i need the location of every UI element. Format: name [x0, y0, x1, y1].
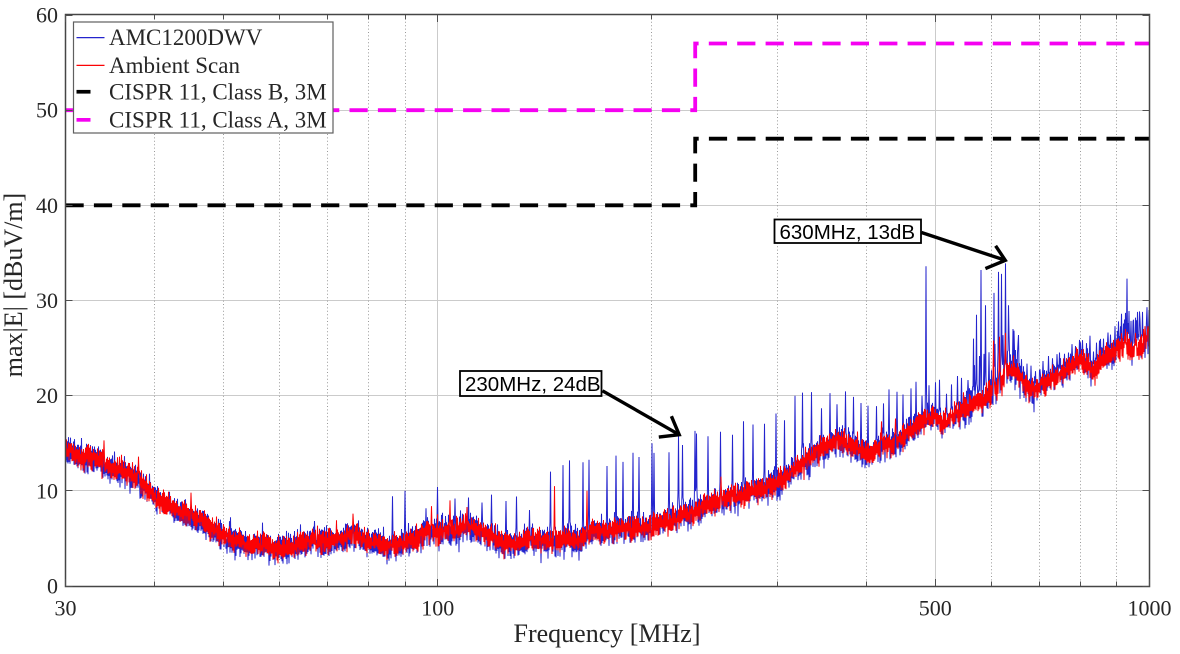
svg-text:Frequency [MHz]: Frequency [MHz]: [514, 619, 701, 648]
svg-text:500: 500: [919, 596, 952, 621]
svg-text:30: 30: [55, 596, 77, 621]
svg-text:230MHz, 24dB: 230MHz, 24dB: [465, 373, 601, 396]
svg-text:630MHz, 13dB: 630MHz, 13dB: [780, 221, 916, 244]
svg-text:60: 60: [36, 3, 58, 28]
svg-text:Ambient Scan: Ambient Scan: [109, 53, 240, 78]
svg-text:AMC1200DWV: AMC1200DWV: [109, 25, 263, 50]
svg-text:40: 40: [36, 193, 58, 218]
svg-text:max|E| [dBuV/m]: max|E| [dBuV/m]: [0, 193, 28, 377]
svg-text:30: 30: [36, 288, 58, 313]
svg-text:10: 10: [36, 478, 58, 503]
svg-text:CISPR 11, Class A, 3M: CISPR 11, Class A, 3M: [109, 108, 327, 133]
svg-text:100: 100: [421, 596, 454, 621]
svg-text:0: 0: [47, 574, 58, 599]
svg-text:20: 20: [36, 383, 58, 408]
svg-text:50: 50: [36, 98, 58, 123]
svg-text:1000: 1000: [1128, 596, 1172, 621]
svg-text:CISPR 11, Class B, 3M: CISPR 11, Class B, 3M: [109, 80, 327, 105]
